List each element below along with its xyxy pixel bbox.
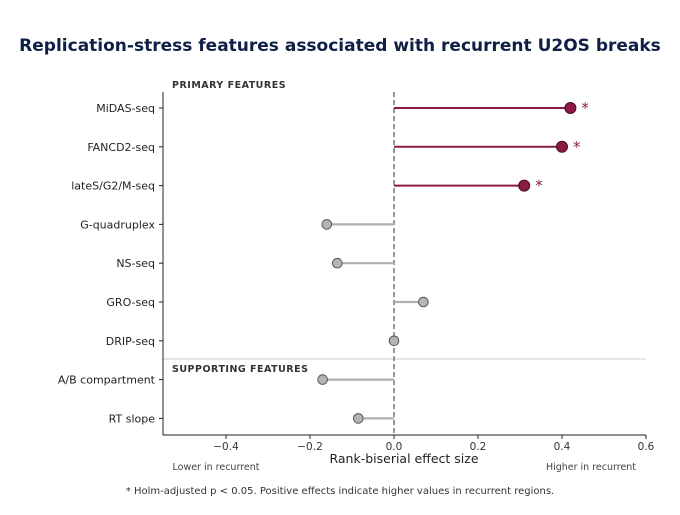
lollipop-point bbox=[353, 413, 364, 424]
axis-layer: −0.4 −0.2 0.0 0.2 0.4 0.6 Rank-biserial effect… bbox=[58, 92, 655, 473]
y-tick-label: NS-seq bbox=[116, 257, 155, 270]
x-tick-label: −0.2 bbox=[297, 441, 323, 453]
x-tick-label: 0.6 bbox=[638, 441, 655, 453]
lollipop-point bbox=[321, 219, 333, 230]
y-tick-label: GRO-seq bbox=[106, 296, 155, 309]
lollipop-point bbox=[418, 296, 429, 308]
chart-title: Replication-stress features associated w… bbox=[19, 36, 661, 56]
significance-marker: * bbox=[535, 177, 543, 195]
x-tick-label: −0.4 bbox=[213, 441, 239, 453]
direction-label-right: Higher in recurrent bbox=[546, 462, 636, 473]
x-tick-label: 0.0 bbox=[386, 441, 403, 453]
significance-marker: * bbox=[573, 138, 581, 156]
y-tick-label: A/B compartment bbox=[58, 374, 156, 387]
lollipop-point bbox=[388, 335, 400, 347]
y-tick-label: lateS/G2/M-seq bbox=[71, 180, 155, 193]
footnote: * Holm-adjusted p < 0.05. Positive effec… bbox=[125, 486, 555, 497]
y-tick-label: G-quadruplex bbox=[80, 218, 155, 231]
significance-marker: * bbox=[581, 99, 589, 117]
lollipop-point bbox=[317, 374, 328, 385]
lollipop-point bbox=[564, 102, 577, 114]
y-tick-label: DRIP-seq bbox=[106, 335, 155, 348]
x-tick-label: 0.2 bbox=[470, 441, 487, 453]
y-tick-label: RT slope bbox=[109, 412, 156, 425]
y-tick-label: MiDAS-seq bbox=[96, 102, 155, 115]
label-layer: PRIMARY FEATURES SUPPORTING FEATURES * * * bbox=[172, 80, 589, 375]
group-label: SUPPORTING FEATURES bbox=[172, 364, 308, 375]
marks-layer bbox=[317, 102, 577, 424]
y-tick-label: FANCD2-seq bbox=[87, 141, 155, 154]
x-tick-label: 0.4 bbox=[554, 441, 571, 453]
lollipop-point bbox=[518, 179, 531, 192]
group-label: PRIMARY FEATURES bbox=[172, 80, 286, 91]
lollipop-point bbox=[556, 140, 568, 153]
x-axis-label: Rank-biserial effect size bbox=[329, 451, 478, 466]
direction-label-left: Lower in recurrent bbox=[173, 462, 260, 473]
lollipop-point bbox=[332, 257, 343, 269]
